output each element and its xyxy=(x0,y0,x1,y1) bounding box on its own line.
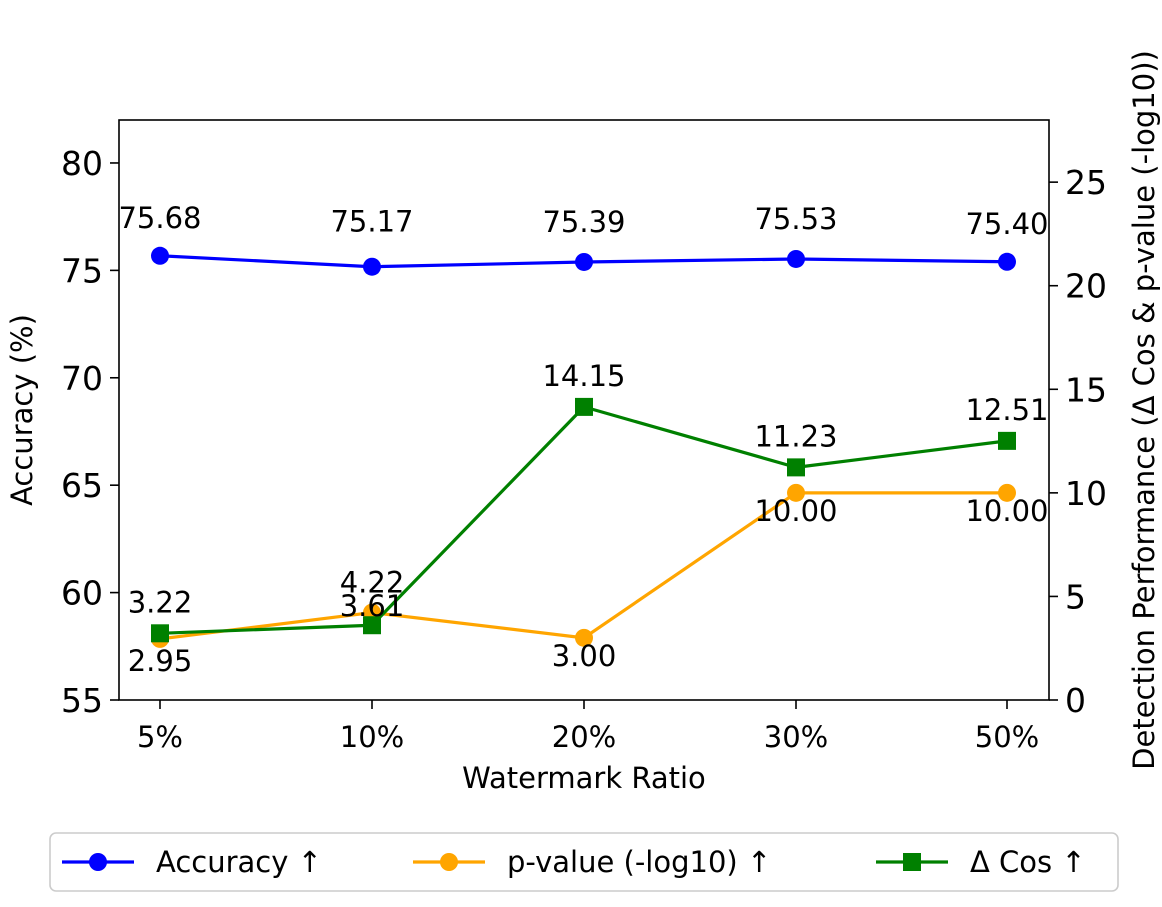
legend-marker xyxy=(440,853,458,871)
data-point xyxy=(998,252,1016,271)
series-accuracy: 75.68 75.17 75.39 75.53 75.40 xyxy=(118,201,1049,276)
y-tick-label: 55 xyxy=(61,681,103,720)
data-point xyxy=(787,483,805,502)
legend-items: Accuracy ↑ p-value (-log10) ↑ Δ Cos ↑ xyxy=(62,845,1086,879)
data-label: 75.17 xyxy=(330,205,413,239)
y2-tick-label: 5 xyxy=(1065,577,1086,616)
data-label: 75.53 xyxy=(754,202,837,236)
y2-tick-label: 15 xyxy=(1065,370,1107,409)
y2-axis-label: Detection Performance (Δ Cos & p-value (… xyxy=(1127,50,1161,770)
data-point xyxy=(363,257,381,276)
data-label: 3.61 xyxy=(340,589,405,623)
x-tick-label: 50% xyxy=(975,720,1039,754)
legend: Accuracy ↑ p-value (-log10) ↑ Δ Cos ↑ xyxy=(49,832,1119,892)
data-point xyxy=(575,252,593,271)
x-axis-label: Watermark Ratio xyxy=(462,761,706,795)
x-tick-label: 5% xyxy=(137,720,183,754)
data-label: 4.22 xyxy=(340,566,405,600)
y2-tick-label: 20 xyxy=(1065,267,1107,306)
y-axis-label: Accuracy (%) xyxy=(5,314,39,506)
x-tick-label: 30% xyxy=(764,720,828,754)
y2-tick-label: 10 xyxy=(1065,474,1107,513)
data-point xyxy=(151,624,169,643)
data-label: 11.23 xyxy=(754,419,837,453)
data-point xyxy=(787,458,805,477)
series-line xyxy=(159,491,1007,641)
y-tick-label: 70 xyxy=(61,359,103,398)
legend-label: Accuracy ↑ xyxy=(156,845,322,879)
data-label: 14.15 xyxy=(542,359,625,393)
data-label: 75.68 xyxy=(118,201,201,235)
y2-tick-label: 0 xyxy=(1065,681,1086,720)
y-tick-label: 60 xyxy=(61,574,103,613)
data-label: 10.00 xyxy=(965,494,1048,528)
x-tick-label: 20% xyxy=(552,720,616,754)
series-line xyxy=(159,405,1008,635)
data-label: 75.39 xyxy=(542,205,625,239)
legend-frame xyxy=(49,832,1119,892)
data-label: 12.51 xyxy=(965,393,1048,427)
data-point xyxy=(998,483,1016,502)
series-layer: 75.68 75.17 75.39 75.53 75.40 2.95 4.22 3.00 10.… xyxy=(118,201,1048,678)
y-tick-label: 75 xyxy=(61,251,103,290)
data-point xyxy=(151,246,169,265)
data-point xyxy=(998,431,1016,450)
data-point xyxy=(363,616,381,635)
data-label: 2.95 xyxy=(128,644,193,678)
data-label: 3.22 xyxy=(128,585,193,619)
y-tick-label: 80 xyxy=(61,144,103,183)
legend-marker xyxy=(89,853,107,871)
data-label: 3.00 xyxy=(552,639,617,673)
legend-marker xyxy=(903,853,921,871)
data-point xyxy=(575,628,593,647)
data-point xyxy=(787,249,805,268)
series-p-value: 2.95 4.22 3.00 10.00 10.00 xyxy=(128,483,1049,678)
y2-tick-label: 25 xyxy=(1065,163,1107,202)
data-label: 75.40 xyxy=(965,207,1048,241)
data-point xyxy=(575,397,593,416)
series-delta-cos: 3.22 3.61 14.15 11.23 12.51 xyxy=(128,359,1049,643)
y-tick-label: 65 xyxy=(61,466,103,505)
legend-label: Δ Cos ↑ xyxy=(970,845,1086,879)
axes-layer: 5% 10% 20% 30% 50% 55 60 65 70 75 80 0 5 10 15 20 25 xyxy=(61,144,1107,754)
legend-label: p-value (-log10) ↑ xyxy=(507,845,771,879)
x-tick-label: 10% xyxy=(340,720,404,754)
data-label: 10.00 xyxy=(754,494,837,528)
